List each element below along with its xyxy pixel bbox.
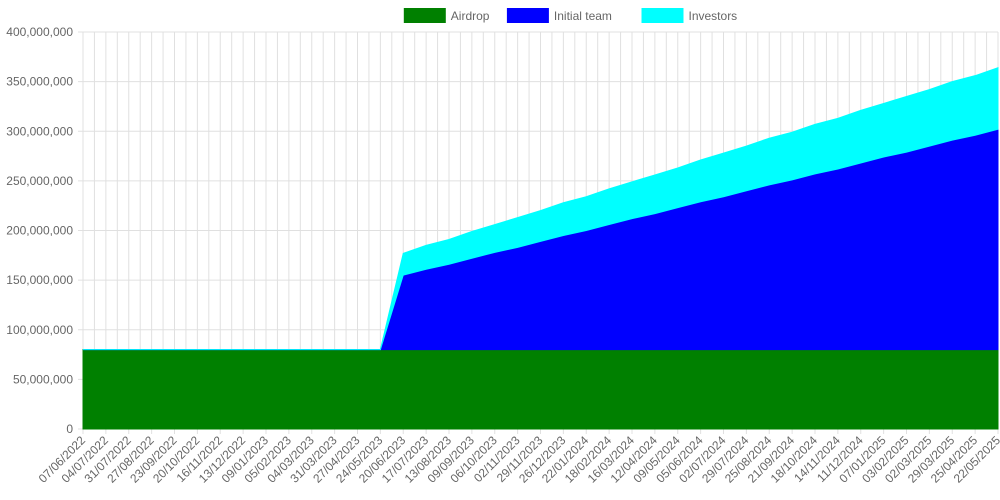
legend-swatch xyxy=(403,8,446,23)
area xyxy=(82,349,999,430)
y-tick-label: 150,000,000 xyxy=(6,273,73,287)
y-tick-label: 0 xyxy=(66,422,73,436)
y-tick-label: 400,000,000 xyxy=(6,25,73,39)
legend-swatch xyxy=(506,8,549,23)
y-tick-label: 300,000,000 xyxy=(6,124,73,138)
y-tick-label: 350,000,000 xyxy=(6,75,73,89)
legend-label: Airdrop xyxy=(451,9,490,23)
legend-label: Initial team xyxy=(554,9,612,23)
area xyxy=(83,67,999,351)
y-tick-label: 250,000,000 xyxy=(6,174,73,188)
y-tick-label: 100,000,000 xyxy=(6,323,73,337)
legend-swatch xyxy=(641,8,684,23)
y-tick-label: 50,000,000 xyxy=(13,372,73,386)
y-tick-label: 200,000,000 xyxy=(6,224,73,238)
legend-label: Investors xyxy=(689,9,738,23)
legend: Airdrop Initial team Investors xyxy=(403,8,738,23)
